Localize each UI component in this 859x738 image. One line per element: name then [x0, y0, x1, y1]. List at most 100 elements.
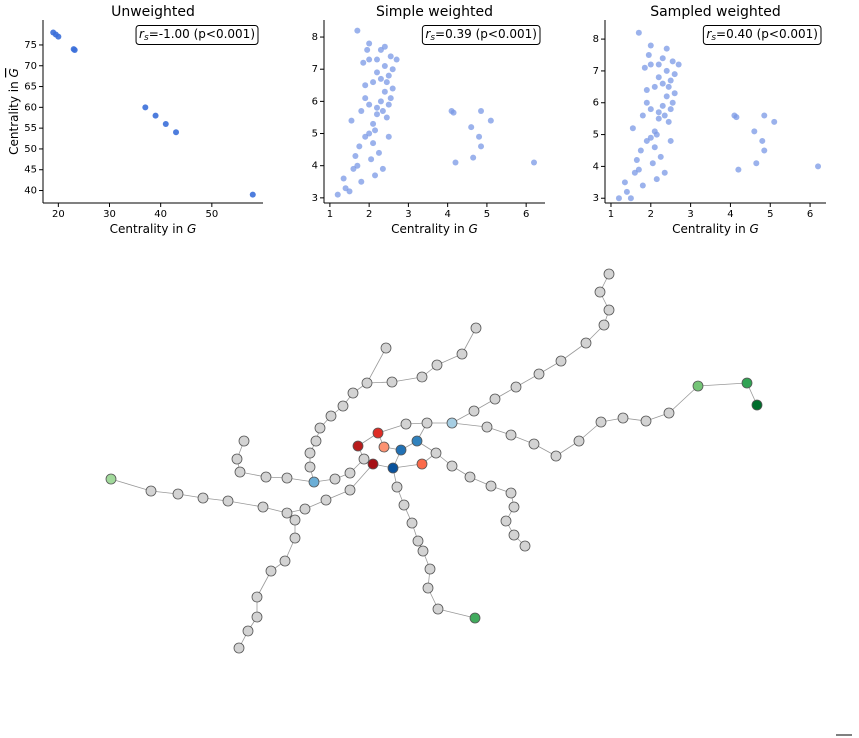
point [623, 188, 630, 195]
point [615, 195, 622, 202]
point [675, 61, 682, 68]
point [370, 140, 377, 147]
node [464, 471, 476, 483]
node [372, 427, 384, 439]
node [411, 435, 423, 447]
x-tick-label: 6 [807, 209, 813, 220]
point [387, 53, 394, 60]
point [342, 185, 349, 192]
point [669, 58, 676, 65]
point [379, 165, 386, 172]
point [771, 118, 778, 125]
point [639, 112, 646, 119]
point [639, 182, 646, 189]
point [657, 153, 664, 160]
y-tick-label: 5 [593, 130, 599, 141]
node [417, 545, 429, 557]
point [653, 131, 660, 138]
annotation-symbol: r [139, 27, 145, 41]
point [393, 56, 400, 63]
point [452, 159, 459, 166]
node [234, 466, 246, 478]
node [172, 488, 184, 500]
point [379, 108, 386, 115]
annotation-symbol: r [706, 27, 712, 41]
node [528, 438, 540, 450]
annotation-symbol: r [425, 27, 431, 41]
point [663, 45, 670, 52]
node [519, 540, 531, 552]
point [340, 175, 347, 182]
node [257, 501, 269, 513]
point [647, 61, 654, 68]
point [643, 137, 650, 144]
node [416, 458, 428, 470]
point [389, 85, 396, 92]
annotation-subscript: s [711, 33, 716, 43]
y-tick-label: 7 [593, 66, 599, 77]
point [655, 74, 662, 81]
point [669, 99, 676, 106]
point [667, 77, 674, 84]
point [470, 154, 477, 161]
point [531, 159, 538, 166]
node [231, 453, 243, 465]
point [647, 42, 654, 49]
point [362, 95, 369, 102]
chart-title: Sampled weighted [650, 4, 781, 20]
point [753, 160, 760, 167]
x-tick-label: 30 [103, 209, 116, 220]
point [735, 166, 742, 173]
x-tick-label: 3 [687, 209, 693, 220]
node [412, 535, 424, 547]
node [580, 337, 592, 349]
x-tick-label: 1 [608, 209, 614, 220]
node [500, 515, 512, 527]
x-tick-label: 1 [327, 209, 333, 220]
node [347, 387, 359, 399]
node [367, 458, 379, 470]
node [505, 487, 517, 499]
point [621, 179, 628, 186]
node [265, 565, 277, 577]
node [456, 348, 468, 360]
node [508, 529, 520, 541]
annotation-box [421, 25, 541, 45]
node [304, 461, 316, 473]
edge [668, 385, 699, 414]
point [643, 87, 650, 94]
y-tick-label: 3 [312, 193, 318, 204]
chart-title: Unweighted [111, 4, 195, 20]
edge [437, 608, 476, 619]
point [665, 83, 672, 90]
point [671, 71, 678, 78]
point [661, 112, 668, 119]
point [663, 93, 670, 100]
annotation-text: rs=0.39 (p<0.001) [425, 27, 537, 43]
node [251, 591, 263, 603]
node [238, 435, 250, 447]
point [761, 147, 768, 154]
point [142, 104, 149, 111]
point [629, 125, 636, 132]
node [406, 517, 418, 529]
node [595, 416, 607, 428]
node [555, 355, 567, 367]
x-tick-label: 20 [52, 209, 65, 220]
node [692, 380, 704, 392]
point [647, 106, 654, 113]
point [373, 111, 380, 118]
node [640, 415, 652, 427]
y-tick-label: 4 [593, 161, 599, 172]
point [366, 56, 373, 63]
node [469, 612, 481, 624]
node [279, 555, 291, 567]
node [281, 507, 293, 519]
x-axis-label: Centrality in G [672, 222, 759, 236]
point [468, 124, 475, 131]
point [152, 112, 159, 119]
point [372, 127, 379, 134]
y-tick-label: 7 [312, 64, 318, 75]
node [422, 582, 434, 594]
node [446, 417, 458, 429]
